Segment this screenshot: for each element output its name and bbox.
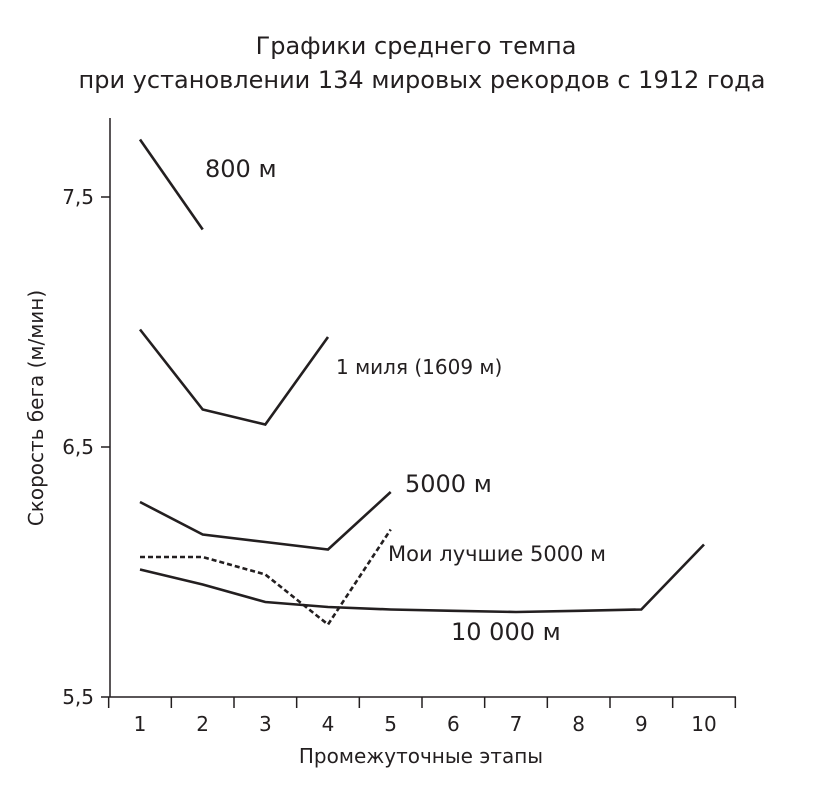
x-axis-label: Промежуточные этапы [299, 744, 543, 768]
series-line-mile [138, 328, 330, 426]
chart-title: Графики среднего темпа [256, 32, 577, 60]
x-tick-label: 4 [322, 712, 335, 736]
x-tick-label: 7 [510, 712, 523, 736]
series-line-5000m [139, 491, 392, 551]
x-tick-label: 6 [447, 712, 460, 736]
y-tick-label: 6,5 [62, 435, 94, 459]
series-label-my-5000m: Мои лучшие 5000 м [388, 542, 606, 566]
series-line-10000m [139, 543, 705, 614]
x-tick-label: 2 [196, 712, 209, 736]
series-label-800m: 800 м [205, 155, 277, 183]
series-layer [138, 138, 705, 627]
chart-subtitle: при установлении 134 мировых рекордов с … [79, 66, 766, 94]
x-tick-label: 10 [691, 712, 716, 736]
y-ticks: 5,5 6,5 7,5 [62, 185, 110, 709]
x-ticks: 1 2 3 4 5 6 7 8 9 10 [107, 697, 737, 736]
series-line-800m [138, 138, 204, 231]
x-tick-label: 5 [384, 712, 397, 736]
x-tick-label: 8 [572, 712, 585, 736]
y-axis-label: Скорость бега (м/мин) [24, 290, 48, 526]
series-label-5000m: 5000 м [405, 470, 492, 498]
series-label-mile: 1 миля (1609 м) [336, 355, 502, 379]
y-tick-label: 5,5 [62, 685, 94, 709]
series-line-my-5000m [140, 528, 392, 627]
series-label-10000m: 10 000 м [451, 618, 561, 646]
y-tick-label: 7,5 [62, 185, 94, 209]
x-tick-label: 3 [259, 712, 272, 736]
x-tick-label: 1 [134, 712, 147, 736]
x-tick-label: 9 [635, 712, 648, 736]
